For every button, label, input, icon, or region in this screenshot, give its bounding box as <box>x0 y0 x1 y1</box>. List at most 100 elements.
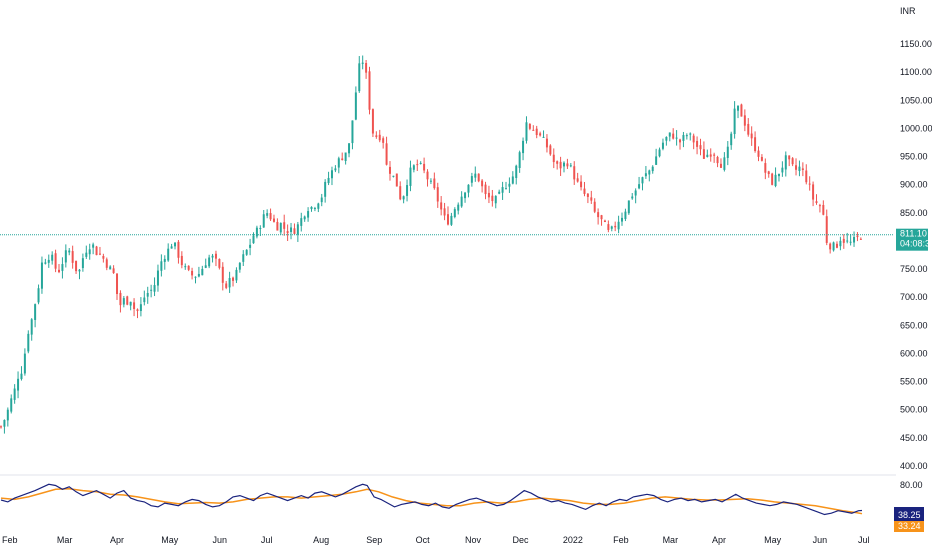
x-tick-label: Jun <box>212 535 227 545</box>
candle-body <box>733 108 736 135</box>
candle-body <box>392 175 395 177</box>
candle-body <box>849 241 852 243</box>
candle-body <box>330 170 333 179</box>
candle-body <box>825 216 828 243</box>
candle-body <box>341 158 344 161</box>
candle-body <box>242 254 245 262</box>
candle-body <box>477 173 480 182</box>
candle-body <box>259 227 262 229</box>
candle-body <box>68 250 71 253</box>
candle-body <box>214 253 217 259</box>
last-price-value: 811.10 <box>900 229 927 239</box>
candle-body <box>211 255 214 258</box>
candle-body <box>348 143 351 154</box>
candle-body <box>614 225 617 228</box>
candle-body <box>702 149 705 159</box>
candle-body <box>286 231 289 234</box>
candle-body <box>344 152 347 161</box>
candle-body <box>293 228 296 234</box>
candle-body <box>644 173 647 177</box>
candle-body <box>47 259 50 263</box>
rsi-value: 38.25 <box>898 510 921 520</box>
candle-body <box>399 186 402 200</box>
candle-body <box>719 163 722 168</box>
candle-body <box>563 162 566 167</box>
ma-badge-bg <box>894 518 924 532</box>
rsi-pane <box>0 483 863 516</box>
candle-body <box>723 157 726 170</box>
candle-body <box>740 104 743 117</box>
candle-body <box>119 292 122 306</box>
candle-body <box>682 134 685 141</box>
candle-body <box>197 273 200 277</box>
candle-body <box>225 283 228 288</box>
ma-value: 33.24 <box>898 521 921 531</box>
y-tick-label: 550.00 <box>900 377 928 387</box>
candle-body <box>777 173 780 177</box>
candle-body <box>655 156 658 165</box>
candle-body <box>726 146 729 158</box>
candle-body <box>600 215 603 220</box>
candle-body <box>528 123 531 129</box>
x-tick-label: Feb <box>613 535 629 545</box>
candle-body <box>627 200 630 214</box>
candle-body <box>81 258 84 269</box>
bar-countdown: 04:08:35 <box>900 239 932 249</box>
candle-body <box>252 235 255 244</box>
candle-body <box>153 285 156 292</box>
candle-body <box>539 133 542 136</box>
candle-body <box>54 253 57 269</box>
candle-body <box>160 261 163 271</box>
candle-body <box>310 206 313 210</box>
candle-body <box>774 174 777 187</box>
candle-body <box>37 288 40 303</box>
candle-body <box>406 185 409 196</box>
candle-body <box>245 249 248 255</box>
x-tick-label: May <box>764 535 782 545</box>
candle-body <box>416 164 419 166</box>
candle-body <box>511 176 514 184</box>
candle-body <box>566 163 569 167</box>
candle-body <box>249 244 252 248</box>
candle-body <box>6 409 9 421</box>
candle-body <box>474 173 477 178</box>
candle-body <box>303 216 306 220</box>
last-price-badge: 811.10 04:08:35 <box>896 228 932 251</box>
candle-body <box>423 163 426 171</box>
x-tick-label: Nov <box>465 535 482 545</box>
candle-body <box>402 196 405 200</box>
candle-body <box>603 220 606 222</box>
candle-body <box>610 226 613 229</box>
candle-body <box>709 154 712 157</box>
candle-body <box>689 133 692 135</box>
price-axis[interactable]: 1150.00 1100.00 1050.00 1000.00 950.00 900.00… <box>900 39 932 471</box>
candle-body <box>545 138 548 148</box>
candle-body <box>51 254 54 261</box>
candle-body <box>832 242 835 251</box>
x-tick-label: Oct <box>416 535 431 545</box>
candle-body <box>760 156 763 161</box>
candle-body <box>129 301 132 306</box>
candle-body <box>665 136 668 141</box>
candle-body <box>542 136 545 138</box>
candle-body <box>228 278 231 288</box>
y-tick-label: 500.00 <box>900 405 928 415</box>
candle-body <box>150 289 153 291</box>
candle-body <box>467 184 470 193</box>
candle-body <box>549 145 552 155</box>
time-axis[interactable]: Feb Mar Apr May Jun Jul Aug Sep Oct Nov Dec 2022 Feb… <box>2 535 870 545</box>
y-tick-label: 400.00 <box>900 461 928 471</box>
candle-body <box>382 138 385 143</box>
candle-body <box>276 221 279 231</box>
candle-body <box>324 181 327 197</box>
candle-body <box>641 177 644 184</box>
candle-body <box>337 158 340 168</box>
candle-body <box>795 165 798 170</box>
x-tick-label: Mar <box>57 535 73 545</box>
candle-body <box>313 208 316 210</box>
candle-body <box>576 178 579 182</box>
candle-body <box>98 253 101 255</box>
candle-body <box>3 419 6 427</box>
candle-body <box>839 240 842 247</box>
